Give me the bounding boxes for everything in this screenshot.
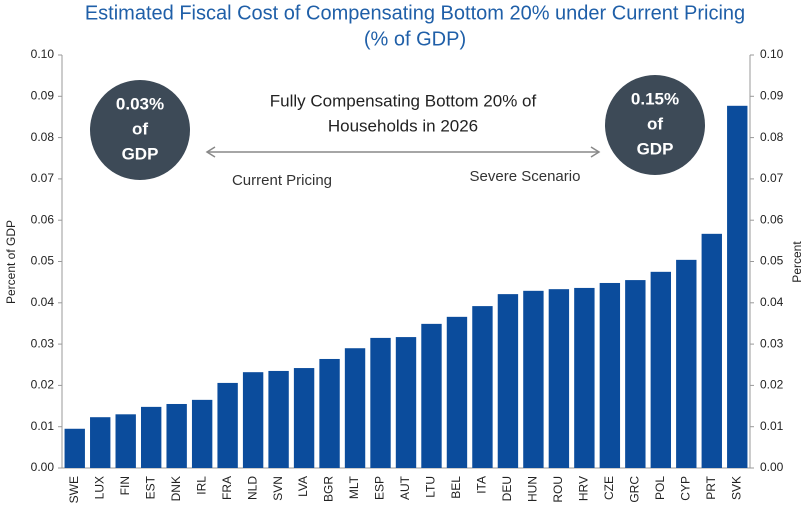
x-tick-label: FRA [220,476,234,500]
x-tick-label: ESP [373,476,387,500]
bar [344,348,366,468]
y2-tick-label: 0.07 [760,171,784,185]
bar [395,337,417,468]
x-tick-label: BEL [449,476,463,499]
y-tick-label: 0.07 [31,171,55,185]
y2-tick-label: 0.00 [760,460,784,474]
y2-tick-label: 0.01 [760,419,784,433]
x-tick-label: POL [653,476,667,500]
x-tick-label: LTU [424,476,438,498]
bar [64,428,85,468]
x-tick-label: NLD [245,476,259,500]
bar [242,372,264,468]
x-tick-label: SWE [67,476,81,503]
y-axis-label: Percent of GDP [4,220,18,304]
y-tick-label: 0.01 [31,419,55,433]
y2-tick-label: 0.06 [760,212,784,226]
annotation: Current Pricing [232,172,332,189]
x-tick-label: MLT [347,475,361,499]
annotation: Severe Scenario [470,168,581,185]
y-tick-label: 0.05 [31,254,55,268]
bar [497,294,519,468]
bar [90,417,111,468]
bar [625,280,646,468]
bar [140,406,162,468]
annotation: of [132,119,148,138]
x-tick-label: SVN [271,476,285,501]
y-tick-label: 0.03 [31,336,55,350]
x-tick-label: ITA [475,476,489,494]
x-tick-label: FIN [118,476,132,495]
y-tick-label: 0.06 [31,212,55,226]
y2-tick-label: 0.05 [760,254,784,268]
x-tick-label: HRV [577,476,591,501]
y-tick-label: 0.08 [31,130,55,144]
bar [574,287,595,468]
y2-tick-label: 0.08 [760,130,784,144]
y2-axis-label: Percent [790,241,804,283]
y-tick-label: 0.09 [31,88,55,102]
chart-title: (% of GDP) [364,28,466,50]
y2-tick-label: 0.10 [760,47,784,61]
y2-tick-label: 0.03 [760,336,784,350]
bar [370,337,391,468]
x-tick-label: DEU [500,476,514,501]
bar [523,290,544,468]
x-tick-label: LUX [92,476,106,499]
bar [676,259,697,468]
x-tick-label: BGR [322,476,336,502]
bar [701,233,722,468]
y-tick-label: 0.00 [31,460,55,474]
annotation: GDP [122,144,159,163]
bar [472,306,493,468]
y-tick-label: 0.10 [31,47,55,61]
x-tick-label: EST [143,475,157,499]
bar [727,105,748,468]
x-tick-label: CYP [678,476,692,501]
bar [319,358,340,468]
x-tick-label: GRC [628,476,642,503]
bar [446,316,468,468]
bar [548,289,570,468]
y-tick-label: 0.02 [31,378,55,392]
y2-tick-label: 0.04 [760,295,784,309]
annotation: of [647,114,663,133]
x-tick-label: ROU [551,476,565,503]
annotation-circle [90,80,190,180]
annotation: 0.03% [116,94,164,113]
bar [421,323,442,468]
bar [599,282,621,468]
annotation-circle [605,75,705,175]
bar [191,399,213,468]
y2-tick-label: 0.02 [760,378,784,392]
x-tick-label: HUN [526,476,540,502]
annotation: Fully Compensating Bottom 20% of [270,91,537,110]
bar [293,368,315,468]
bar [650,271,672,468]
annotation: GDP [637,139,674,158]
x-tick-label: SVK [729,476,743,500]
bar [115,414,136,468]
x-tick-label: LVA [296,476,310,497]
annotation: Households in 2026 [328,116,478,135]
x-tick-label: PRT [704,475,718,499]
y2-tick-label: 0.09 [760,88,784,102]
arrow [205,146,601,158]
annotation: 0.15% [631,89,679,108]
bar [268,370,289,468]
x-tick-label: AUT [398,475,412,500]
bar [217,382,238,468]
y-tick-label: 0.04 [31,295,55,309]
x-tick-label: IRL [194,476,208,495]
x-tick-label: DNK [169,476,183,501]
chart-title: Estimated Fiscal Cost of Compensating Bo… [85,2,745,24]
x-tick-label: CZE [602,476,616,500]
bar [166,403,187,468]
